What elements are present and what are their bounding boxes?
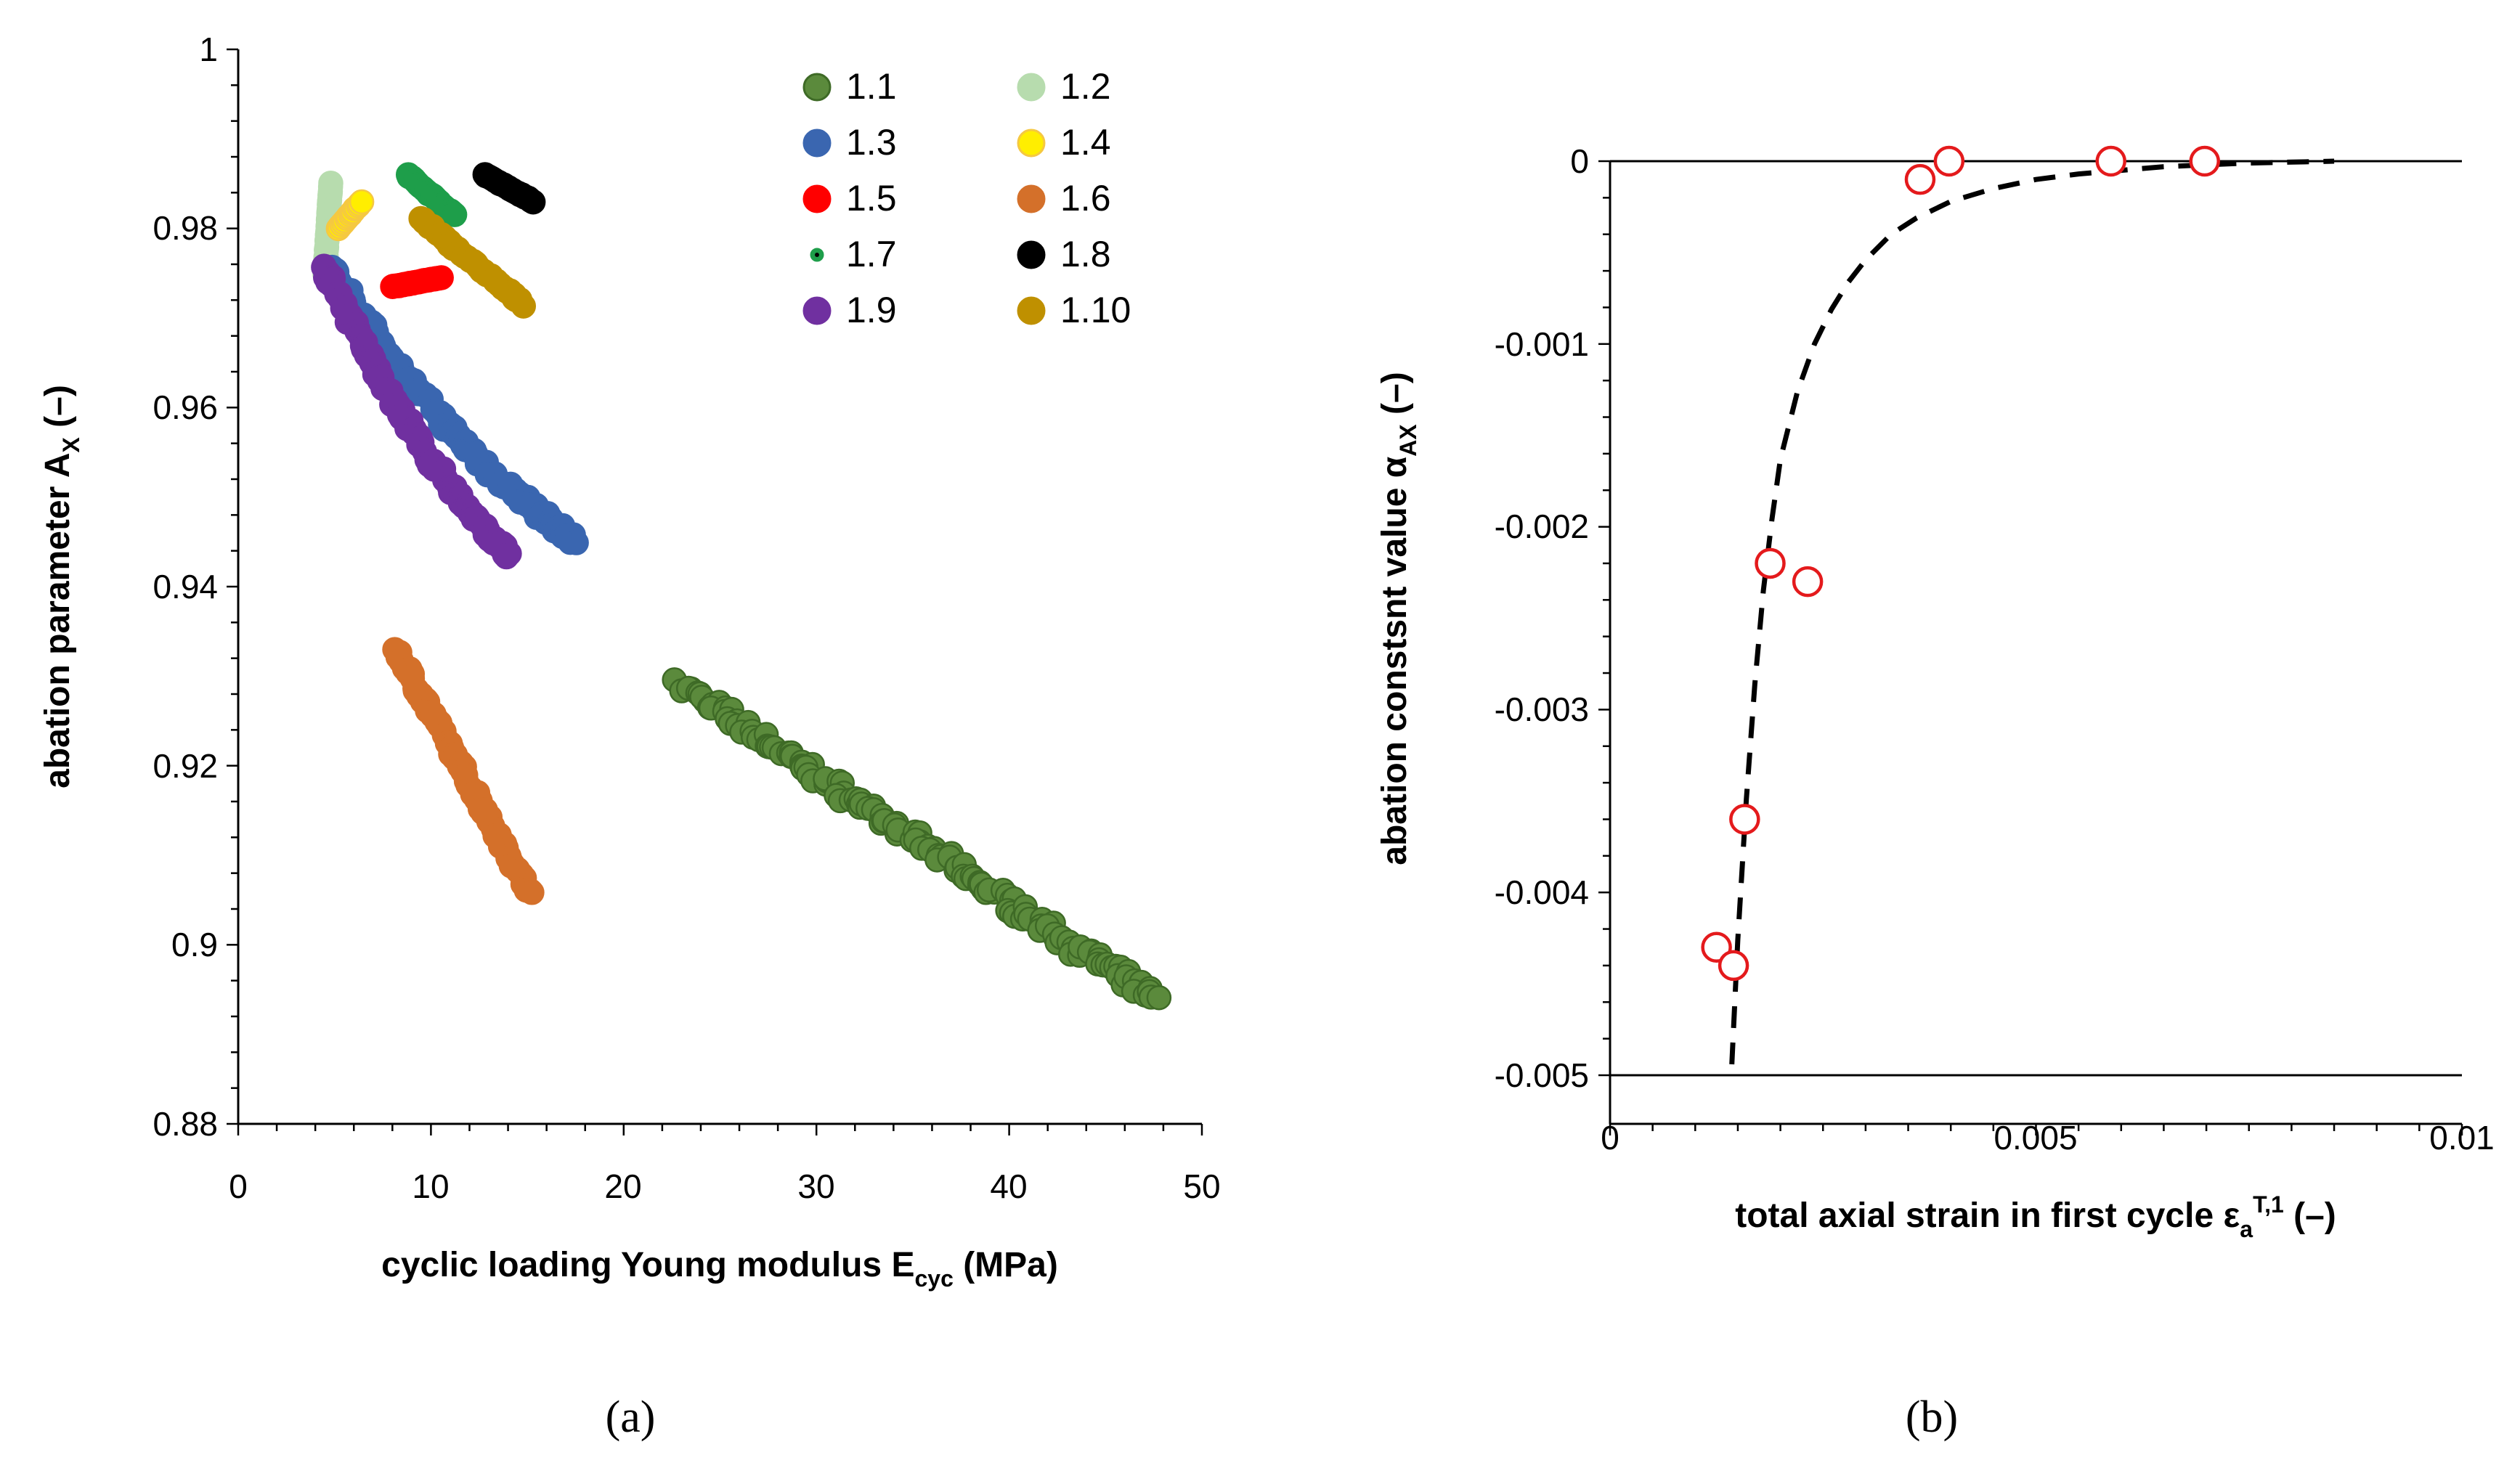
legend-item-1.4: 1.4: [1017, 122, 1111, 163]
legend-item-1.5: 1.5: [802, 178, 897, 219]
panel-a-x-tick-labels: 0 10 20 30 40 50: [229, 1167, 1220, 1205]
legend-marker: [802, 296, 832, 325]
panel-a-y-tick-label: 0.94: [153, 568, 218, 605]
panel-a-y-tick-label: 0.96: [153, 388, 218, 426]
series-1.8: [472, 162, 546, 215]
legend-marker: [802, 73, 832, 102]
panel-b-y-tick-label: 0: [1570, 142, 1589, 180]
panel-b-y-tick-label: -0.002: [1495, 507, 1589, 545]
series-1.5: [380, 265, 454, 299]
series-1.7: [395, 162, 468, 227]
series-1.10: [408, 205, 537, 319]
legend-marker: [802, 129, 832, 158]
data-point: [1729, 804, 1760, 835]
legend-label: 1.4: [1060, 122, 1111, 163]
panel-b-y-axis-title: abation constsnt value αAX (–): [1375, 372, 1421, 865]
panel-b-y-tick-label: -0.005: [1495, 1056, 1589, 1094]
data-point: [1755, 547, 1786, 579]
data-point: [2095, 145, 2126, 177]
data-point: [1904, 163, 1936, 195]
legend-marker: [1017, 296, 1046, 325]
legend-item-1.10: 1.10: [1017, 290, 1131, 330]
panel-b-fit-curve: [1729, 158, 2335, 1065]
panel-a-y-axis-title: abation parameter AX (–): [38, 385, 84, 788]
panel-a-legend: 1.1 1.2 1.3 1.4 1.5 1.6 1.7 1.8 1.9 1.10: [802, 66, 1131, 330]
data-point: [349, 189, 375, 215]
legend-marker: [802, 184, 832, 213]
panel-a-x-tick-label: 10: [412, 1167, 449, 1205]
legend-item-1.2: 1.2: [1017, 66, 1111, 107]
legend-item-1.6: 1.6: [1017, 178, 1111, 219]
series-1.9: [311, 253, 522, 570]
legend-item-1.3: 1.3: [802, 122, 897, 163]
data-point: [318, 170, 344, 196]
caption-a: (a): [606, 1392, 656, 1442]
panel-b-y-tick-label: -0.001: [1495, 325, 1589, 363]
legend-label: 1.10: [1060, 290, 1131, 330]
panel-b-y-tick-labels: -0.005 -0.004 -0.003 -0.002 -0.001 0: [1495, 142, 1589, 1094]
legend-marker: [1017, 184, 1046, 213]
data-point: [519, 880, 545, 905]
data-point: [1146, 984, 1172, 1011]
legend-marker: [1017, 129, 1046, 158]
legend-label: 1.5: [846, 178, 897, 219]
data-point: [1792, 566, 1824, 598]
panel-a-chart: 0 10 20 30 40 50 0.88 0.9 0.92 0.94 0.96…: [38, 30, 1221, 1292]
panel-a-x-tick-label: 20: [604, 1167, 641, 1205]
panel-a-y-tick-label: 1: [199, 30, 218, 68]
legend-marker: [1017, 240, 1046, 269]
panel-a-y-tick-label: 0.9: [171, 926, 218, 963]
panel-a-y-tick-label: 0.98: [153, 209, 218, 247]
panel-a-x-tick-label: 40: [990, 1167, 1027, 1205]
legend-item-1.8: 1.8: [1017, 234, 1111, 274]
legend-label: 1.6: [1060, 178, 1111, 219]
panel-a-y-tick-label: 0.92: [153, 747, 218, 785]
panel-b-x-tick-labels: 0 0.005 0.01: [1601, 1119, 2495, 1157]
legend-label: 1.1: [846, 66, 897, 107]
legend-marker-dot: [815, 253, 819, 257]
legend-label: 1.2: [1060, 66, 1111, 107]
caption-b: (b): [1906, 1392, 1958, 1442]
legend-item-1.7: 1.7: [810, 234, 897, 274]
panel-b-data-points: [1701, 145, 2221, 982]
panel-a-y-tick-label: 0.88: [153, 1105, 218, 1143]
legend-item-1.1: 1.1: [802, 66, 897, 107]
panel-b-x-axis-title: total axial strain in first cycle εaT,1 …: [1735, 1191, 2336, 1242]
legend-item-1.9: 1.9: [802, 290, 897, 330]
panel-b-y-tick-label: -0.004: [1495, 873, 1589, 911]
legend-label: 1.7: [846, 234, 897, 274]
legend-label: 1.9: [846, 290, 897, 330]
data-point: [497, 541, 522, 566]
series-1.4: [325, 189, 375, 242]
panel-a-tick-marks: [227, 48, 1203, 1135]
panel-a-data-points: [311, 162, 1172, 1011]
series-1.6: [382, 637, 545, 905]
data-point: [511, 293, 537, 319]
data-point: [1933, 145, 1965, 177]
data-point: [520, 189, 546, 215]
panel-a-x-tick-label: 50: [1183, 1167, 1220, 1205]
panel-a-x-axis-title: cyclic loading Young modulus Ecyc (MPa): [381, 1246, 1058, 1292]
panel-b-x-tick-label: 0.005: [1993, 1119, 2077, 1157]
panel-b-y-tick-label: -0.003: [1495, 690, 1589, 728]
legend-label: 1.8: [1060, 234, 1111, 274]
series-1.1: [662, 667, 1172, 1011]
panel-b-tick-marks: [1598, 160, 2463, 1135]
panel-a-x-tick-label: 30: [797, 1167, 834, 1205]
legend-label: 1.3: [846, 122, 897, 163]
data-point: [2189, 145, 2221, 177]
data-point: [564, 530, 589, 555]
data-point: [1718, 950, 1749, 982]
panel-b-chart: 0 0.005 0.01 -0.005 -0.004 -0.003 -0.002…: [1375, 142, 2495, 1242]
data-point: [428, 265, 454, 290]
panel-b-x-tick-label: 0.01: [2429, 1119, 2495, 1157]
panel-a-y-tick-labels: 0.88 0.9 0.92 0.94 0.96 0.98 1: [153, 30, 218, 1143]
panel-b-x-tick-label: 0: [1601, 1119, 1619, 1157]
panel-a-x-tick-label: 0: [229, 1167, 248, 1205]
data-point: [442, 202, 468, 227]
legend-marker: [1017, 73, 1046, 102]
